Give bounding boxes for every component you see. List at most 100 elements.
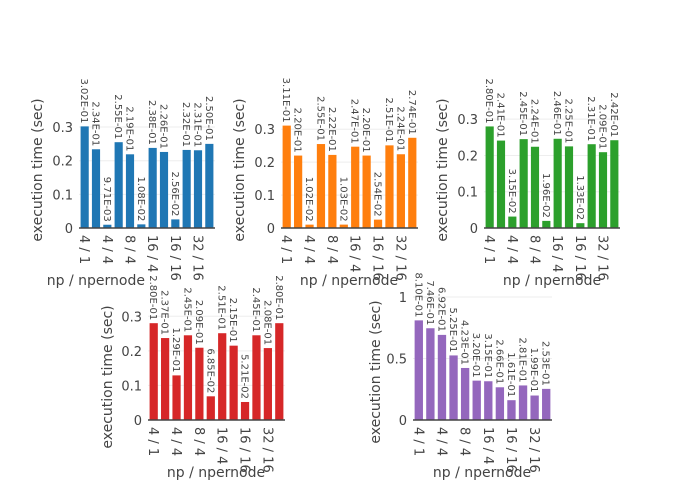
bar	[125, 154, 135, 228]
bar	[518, 385, 528, 420]
x-tick-label: 4 / 1	[76, 235, 91, 264]
x-axis-title: np / npernode	[433, 465, 531, 481]
bar	[542, 388, 551, 420]
data-label: 1.99E-01	[528, 348, 539, 393]
x-tick-label: 4 / 4	[433, 427, 448, 456]
y-axis-title: execution time (sec)	[100, 305, 116, 448]
bar	[508, 216, 517, 228]
y-tick-label: 1	[399, 291, 407, 306]
data-label: 4.23E-01	[459, 320, 470, 365]
data-label: 1.08E-02	[135, 176, 146, 221]
x-tick-label: 8 / 4	[457, 427, 472, 456]
data-label: 2.31E-01	[192, 102, 203, 147]
bar	[576, 223, 585, 228]
data-label: 1.02E-02	[303, 177, 314, 222]
data-label: 2.37E-01	[159, 290, 170, 335]
bar	[148, 147, 157, 228]
y-tick-label: 0.1	[52, 188, 73, 203]
bar	[161, 338, 170, 420]
x-axis-title: np / npernode	[503, 273, 601, 289]
bar	[496, 140, 506, 228]
data-label: 2.45E-01	[250, 287, 261, 332]
y-tick-label: 0	[134, 414, 142, 429]
data-label: 2.31E-01	[585, 96, 596, 141]
subplot-5: 0 0.5 1 8.10E-01 4 / 1 7.46E-01 6.92E-01 4 / 4 5…	[368, 272, 552, 481]
data-label: 1.96E-02	[540, 173, 551, 218]
y-tick-label: 0.2	[254, 156, 275, 171]
data-label: 5.21E-02	[239, 354, 250, 399]
bar	[263, 348, 272, 420]
bar	[137, 224, 146, 228]
bar	[519, 139, 528, 228]
data-label: 3.20E-01	[470, 333, 481, 378]
y-tick-label: 0.2	[121, 345, 142, 360]
x-tick-label: 8 / 4	[191, 427, 206, 456]
data-label: 2.51E-01	[383, 97, 394, 142]
data-label: 3.15E-02	[506, 169, 517, 214]
bar	[485, 126, 494, 228]
y-tick-label: 0.1	[254, 189, 275, 204]
x-tick-label: 16 / 4	[144, 235, 159, 272]
x-tick-label: 32 / 16	[392, 235, 407, 281]
x-tick-label: 8 / 4	[527, 235, 542, 264]
y-tick-label: 0.1	[121, 379, 142, 394]
x-axis-title: np / npernode	[167, 465, 265, 481]
data-label: 2.81E-01	[517, 338, 528, 383]
y-tick-label: 0	[65, 222, 73, 237]
data-label: 8.10E-01	[412, 272, 423, 317]
bar	[305, 224, 314, 228]
data-label: 2.19E-01	[124, 106, 135, 151]
bar	[542, 220, 551, 228]
bar	[587, 144, 596, 228]
bar	[80, 126, 89, 228]
data-label: 2.55E-01	[314, 96, 325, 141]
y-tick-label: 0.2	[457, 149, 478, 164]
x-tick-label: 4 / 4	[301, 235, 316, 264]
data-label: 2.26E-01	[158, 104, 169, 149]
x-tick-label: 16 / 16	[370, 235, 385, 281]
data-label: 2.47E-01	[349, 99, 360, 144]
bar	[610, 140, 619, 228]
data-label: 2.54E-02	[372, 172, 383, 217]
x-tick-label: 32 / 16	[259, 427, 274, 473]
y-tick-label: 0.2	[52, 155, 73, 170]
data-label: 2.51E-01	[216, 285, 227, 330]
bar	[507, 400, 516, 420]
x-tick-label: 16 / 4	[347, 235, 362, 272]
data-label: 5.25E-01	[447, 308, 458, 353]
bar	[172, 375, 181, 420]
data-label: 2.80E-01	[147, 275, 158, 320]
data-label: 9.71E-03	[101, 177, 112, 222]
y-tick-label: 0.3	[52, 121, 73, 136]
bar	[183, 335, 193, 420]
bar	[275, 323, 284, 420]
x-tick-label: 4 / 1	[278, 235, 293, 264]
data-label: 2.50E-01	[203, 96, 214, 141]
bar	[564, 146, 574, 228]
data-label: 2.22E-01	[326, 107, 337, 152]
data-label: 1.61E-01	[505, 352, 516, 397]
x-tick-label: 8 / 4	[122, 235, 137, 264]
data-label: 2.24E-01	[394, 106, 405, 151]
bar	[114, 142, 123, 228]
data-label: 2.32E-01	[180, 102, 191, 147]
data-label: 2.42E-01	[608, 92, 619, 137]
x-axis-title: np / npernode	[47, 273, 145, 289]
x-tick-label: 16 / 16	[237, 427, 252, 473]
x-tick-label: 32 / 16	[595, 235, 610, 281]
data-label: 2.45E-01	[181, 287, 192, 332]
bar	[408, 137, 417, 228]
data-label: 2.74E-01	[406, 90, 417, 135]
data-label: 2.56E-02	[169, 171, 180, 216]
x-tick-label: 16 / 16	[503, 427, 518, 473]
bar	[91, 149, 101, 228]
data-label: 2.55E-01	[112, 94, 123, 139]
data-label: 3.11E-01	[280, 78, 291, 123]
data-label: 7.46E-01	[424, 280, 435, 325]
bar	[328, 154, 337, 228]
bar	[240, 401, 250, 420]
y-tick-label: 0.3	[121, 310, 142, 325]
y-axis-title: execution time (sec)	[30, 98, 46, 241]
data-label: 2.34E-01	[90, 101, 101, 146]
